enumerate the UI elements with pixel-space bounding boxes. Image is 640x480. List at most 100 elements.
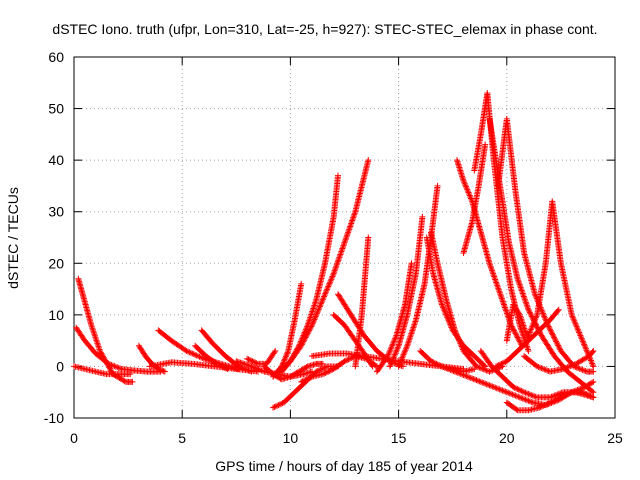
data-point <box>217 362 224 369</box>
data-point <box>505 389 512 396</box>
data-point <box>487 261 494 268</box>
data-point <box>534 363 541 370</box>
data-point <box>580 339 587 346</box>
data-point <box>527 310 534 317</box>
data-point <box>333 263 340 270</box>
data-series <box>71 363 134 378</box>
data-point <box>437 362 444 369</box>
data-point <box>308 323 315 330</box>
data-point <box>589 361 596 368</box>
data-point <box>195 353 202 360</box>
data-point <box>463 185 470 192</box>
data-point <box>529 322 536 329</box>
data-point <box>554 341 561 348</box>
data-point <box>588 359 595 366</box>
data-point <box>457 370 464 377</box>
data-point <box>401 350 408 357</box>
data-point <box>512 392 519 399</box>
data-point <box>536 364 543 371</box>
data-point <box>582 368 589 375</box>
data-point <box>444 314 451 321</box>
data-point <box>569 313 576 320</box>
data-point <box>345 356 352 363</box>
data-point <box>517 283 524 290</box>
data-point <box>555 306 562 313</box>
data-point <box>311 316 318 323</box>
data-point <box>576 365 583 372</box>
data-point <box>274 402 281 409</box>
data-point <box>571 319 578 326</box>
data-point <box>94 341 101 348</box>
data-point <box>561 365 568 372</box>
data-point <box>563 391 570 398</box>
data-point <box>495 385 502 392</box>
data-point <box>343 235 350 242</box>
data-point <box>556 395 563 402</box>
data-point <box>347 221 354 228</box>
data-point <box>464 373 471 380</box>
data-point <box>327 277 334 284</box>
data-point <box>244 355 251 362</box>
data-point <box>575 365 582 372</box>
data-point <box>303 364 310 371</box>
data-point <box>492 363 499 370</box>
x-axis-label: GPS time / hours of day 185 of year 2014 <box>215 458 473 474</box>
data-point <box>487 263 494 270</box>
data-point <box>582 390 589 397</box>
data-point <box>556 345 563 352</box>
data-point <box>314 367 321 374</box>
data-point <box>496 288 503 295</box>
data-point <box>316 367 323 374</box>
data-point <box>430 359 437 366</box>
data-point <box>448 367 455 374</box>
data-point <box>498 360 505 367</box>
data-point <box>337 249 344 256</box>
data-point <box>343 233 350 240</box>
data-point <box>489 267 496 274</box>
data-point <box>483 367 490 374</box>
data-point <box>547 394 554 401</box>
data-series <box>373 260 415 375</box>
x-tick-label: 0 <box>70 430 78 446</box>
data-point <box>89 325 96 332</box>
data-point <box>94 340 101 347</box>
data-point <box>346 224 353 231</box>
data-point <box>577 333 584 340</box>
data-point <box>192 351 199 358</box>
data-point <box>446 318 453 325</box>
data-point <box>314 309 321 316</box>
data-point <box>223 365 230 372</box>
data-point <box>460 177 467 184</box>
data-point <box>318 299 325 306</box>
data-point <box>459 371 466 378</box>
data-point <box>464 186 471 193</box>
data-point <box>322 369 329 376</box>
data-point <box>523 397 530 404</box>
data-point <box>579 338 586 345</box>
data-point <box>252 365 259 372</box>
data-point <box>342 238 349 245</box>
data-point <box>503 389 510 396</box>
data-point <box>526 329 533 336</box>
data-point <box>328 274 335 281</box>
data-point <box>446 320 453 327</box>
data-point <box>246 356 253 363</box>
data-point <box>307 374 314 381</box>
data-point <box>187 349 194 356</box>
data-point <box>555 390 562 397</box>
data-point <box>589 348 596 355</box>
data-point <box>117 365 124 372</box>
data-point <box>334 260 341 267</box>
data-point <box>532 393 539 400</box>
data-point <box>516 338 523 345</box>
data-point <box>248 363 255 370</box>
data-point <box>590 378 597 385</box>
data-point <box>302 376 309 383</box>
data-point <box>93 337 100 344</box>
data-point <box>515 277 522 284</box>
data-point <box>486 382 493 389</box>
data-point <box>540 402 547 409</box>
data-point <box>573 322 580 329</box>
y-tick-label: 40 <box>48 152 64 168</box>
